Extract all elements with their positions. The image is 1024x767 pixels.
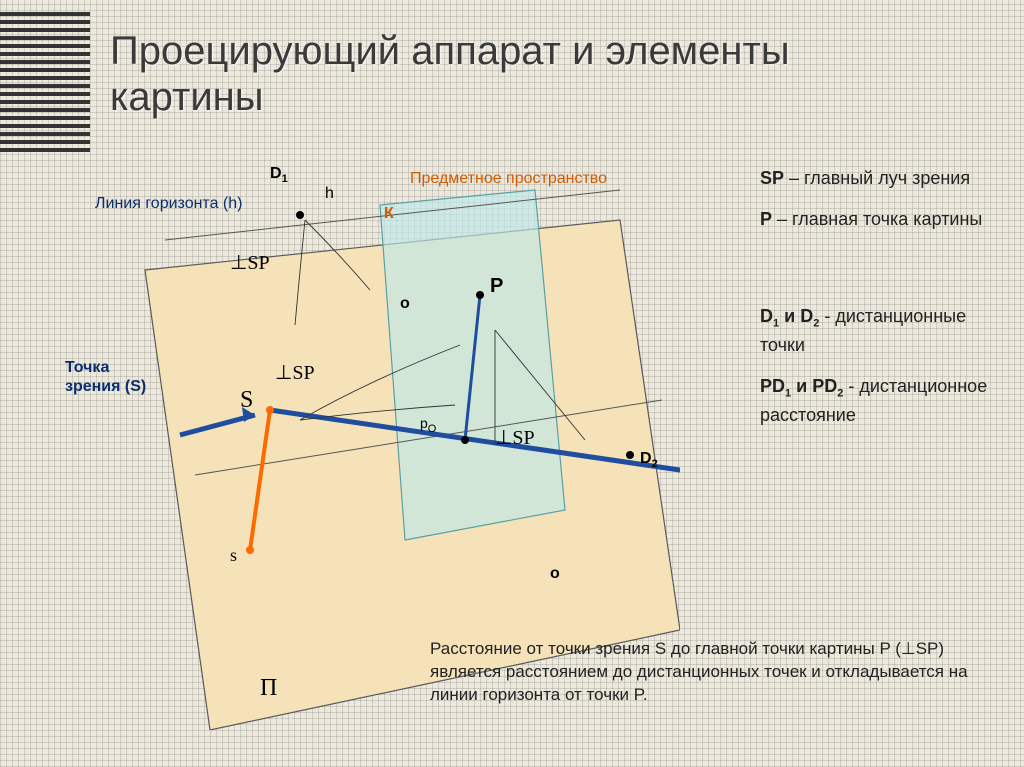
label-S-big: S [240,387,253,414]
label-d1: D1 [270,165,288,185]
right-line-sp: SP – главный луч зрения [760,165,1010,192]
right-line-p: P – главная точка картины [760,206,1010,233]
slide-title: Проецирующий аппарат и элементы картины [110,28,870,120]
label-o-up: о [400,295,410,313]
label-h: h [325,185,334,203]
right-text-column: SP – главный луч зрения P – главная точк… [760,165,1010,443]
label-perp-sp-1: ⊥SP [230,250,270,275]
label-viewpoint: Точказрения (S) [65,358,146,396]
label-d2: D2 [640,450,658,470]
label-perp-sp-2: ⊥SP [275,360,315,385]
label-p0: pO [420,415,436,435]
label-s-small: s [230,545,237,566]
label-perp-sp-3: ⊥SP [495,425,535,450]
label-pi: П [260,675,277,702]
decorative-lines [0,12,90,172]
label-K: К [384,205,394,223]
right-line-d: D1 и D2 - дистанционные точки [760,303,1010,359]
label-horizon: Линия горизонта (h) [95,195,242,213]
right-line-pd: PD1 и PD2 - дистанционное расстояние [760,373,1010,429]
label-subject-space: Предметное пространство [410,170,607,188]
bottom-paragraph: Расстояние от точки зрения S до главной … [430,638,990,707]
label-P: P [490,275,503,298]
label-o-down: о [550,565,560,583]
